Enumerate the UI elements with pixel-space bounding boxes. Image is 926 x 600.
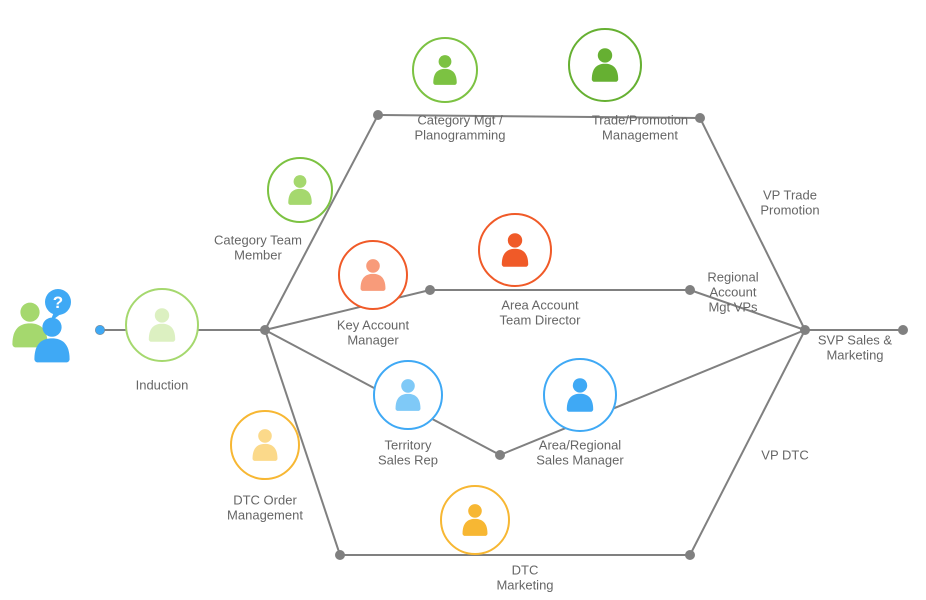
junction-dot	[800, 325, 810, 335]
start-icon: ?	[12, 289, 71, 362]
role-label: TerritorySales Rep	[378, 438, 438, 468]
side-label: VP TradePromotion	[760, 188, 819, 218]
role-node-territory-sales-rep: TerritorySales Rep	[374, 361, 442, 468]
role-label: DTC OrderManagement	[227, 493, 303, 523]
junction-dot	[425, 285, 435, 295]
junction-dot	[373, 110, 383, 120]
role-label: DTCMarketing	[496, 563, 553, 593]
junction-dot	[898, 325, 908, 335]
side-labels-layer: VP TradePromotion RegionalAccountMgt VPs S…	[707, 188, 892, 463]
role-label: Category TeamMember	[214, 233, 302, 263]
role-label: Area AccountTeam Director	[500, 298, 582, 328]
edges-layer	[100, 115, 903, 555]
side-label: SVP Sales &Marketing	[818, 333, 893, 363]
question-mark-icon: ?	[53, 293, 63, 312]
role-label: Key AccountManager	[337, 318, 410, 348]
role-node-area-account-director: Area AccountTeam Director	[479, 214, 581, 328]
junction-dot	[495, 450, 505, 460]
nodes-layer: Induction Category TeamMember Category Mgt…	[126, 29, 688, 593]
role-label: Area/RegionalSales Manager	[536, 438, 624, 468]
role-node-trade-promotion-mgmt: Trade/PromotionManagement	[569, 29, 688, 143]
role-label: Category Mgt /Planogramming	[414, 113, 505, 143]
role-node-category-team-member: Category TeamMember	[214, 158, 332, 263]
role-node-induction: Induction	[126, 289, 198, 393]
role-node-dtc-marketing: DTCMarketing	[441, 486, 554, 593]
role-node-key-account-manager: Key AccountManager	[337, 241, 410, 348]
role-label: Induction	[136, 378, 189, 393]
side-label: RegionalAccountMgt VPs	[707, 270, 758, 315]
role-label: Trade/PromotionManagement	[592, 113, 688, 143]
junction-dot	[260, 325, 270, 335]
edge	[690, 330, 805, 555]
junction-dot	[685, 285, 695, 295]
junction-layer	[95, 110, 908, 560]
role-node-category-mgt: Category Mgt /Planogramming	[413, 38, 506, 143]
side-label: VP DTC	[761, 448, 808, 463]
junction-dot	[685, 550, 695, 560]
junction-dot	[335, 550, 345, 560]
role-node-dtc-order-mgmt: DTC OrderManagement	[227, 411, 303, 523]
start-accent-dot	[96, 326, 105, 335]
career-path-diagram: ? Induction Category TeamMember Category Mg…	[0, 0, 926, 600]
role-node-area-regional-sales-mgr: Area/RegionalSales Manager	[536, 359, 624, 468]
junction-dot	[695, 113, 705, 123]
